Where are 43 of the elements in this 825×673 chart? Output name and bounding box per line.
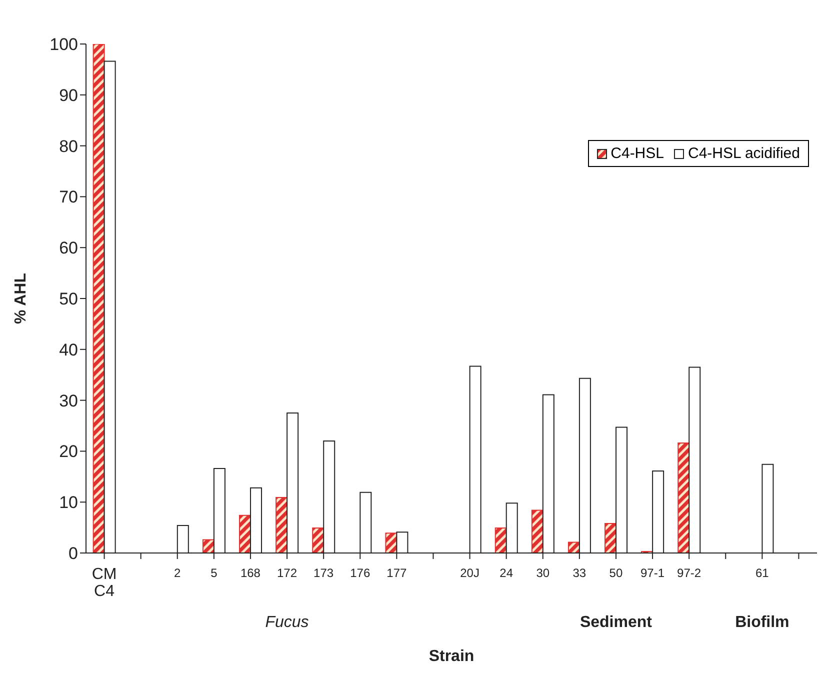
legend-label: C4-HSL acidified [687,145,800,162]
y-tick-label: 0 [68,544,78,564]
bar [604,522,617,553]
x-tick-label: 97-1 [640,566,665,580]
text: Fucus [264,614,310,632]
y-tick-label: 20 [59,442,78,462]
x-tick-label: 30 [536,566,550,580]
text: Sediment [578,614,653,632]
x-axis-title: Strain [428,648,476,666]
bar [312,528,324,553]
bar [276,497,288,553]
x-tick-label: 97-2 [677,566,702,580]
y-tick-label: 10 [59,493,78,512]
bar [385,532,398,553]
y-tick-label: 50 [59,290,78,309]
bar [494,528,507,553]
x-tick-label: 176 [350,566,370,580]
x-tick-label: 33 [572,566,586,580]
x-tick-label: CM C4 [92,566,117,600]
legend-label: C4-HSL [610,145,664,162]
x-tick-label: 172 [277,566,298,580]
x-tick-label: 61 [755,566,770,580]
x-tick-label: 173 [314,566,334,580]
y-axis-title: % AHL [12,272,30,324]
y-tick-label: 60 [59,238,78,258]
y-tick-label: 70 [59,188,78,207]
x-tick-label: 50 [609,566,623,580]
x-tick-label: 5 [210,566,218,580]
x-tick-label: 2 [174,566,182,580]
bar [239,514,252,553]
x-tick-label: 24 [500,566,514,580]
bar [678,442,690,553]
bar [531,510,544,553]
y-tick-label: 40 [59,340,78,360]
x-tick-label: 177 [386,566,408,580]
y-tick-label: 90 [59,86,78,105]
text: Biofilm [734,614,790,632]
bar [92,44,105,553]
y-tick-label: 30 [59,391,78,410]
x-tick-label: 20J [460,566,480,580]
x-tick-label: 168 [240,566,261,580]
y-tick-label: 100 [50,35,78,54]
y-tick-label: 80 [59,136,78,156]
